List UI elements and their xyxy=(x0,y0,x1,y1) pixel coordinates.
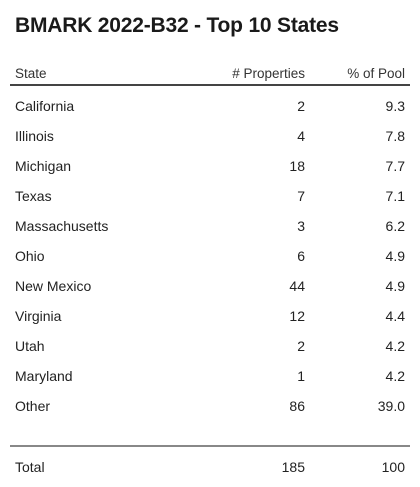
total-divider xyxy=(10,445,410,447)
cell-properties: 86 xyxy=(289,398,305,414)
cell-properties: 3 xyxy=(297,218,305,234)
cell-state: Illinois xyxy=(15,128,54,144)
table-row: Texas 7 7.1 xyxy=(10,181,410,211)
cell-state: New Mexico xyxy=(15,278,92,294)
cell-state: Other xyxy=(15,398,51,414)
table-row: Illinois 4 7.8 xyxy=(10,121,410,151)
cell-pool: 7.1 xyxy=(385,188,405,204)
cell-pool: 7.7 xyxy=(385,158,405,174)
table-row: Maryland 1 4.2 xyxy=(10,361,410,391)
table-row: Ohio 6 4.9 xyxy=(10,241,410,271)
cell-properties: 7 xyxy=(297,188,305,204)
table-body: California 2 9.3 Illinois 4 7.8 Michigan… xyxy=(10,91,410,421)
cell-properties: 4 xyxy=(297,128,305,144)
table-row: Utah 2 4.2 xyxy=(10,331,410,361)
table-row: Virginia 12 4.4 xyxy=(10,301,410,331)
cell-state: Ohio xyxy=(15,248,45,264)
cell-state: Michigan xyxy=(15,158,72,174)
cell-pool: 4.2 xyxy=(385,368,405,384)
cell-state: California xyxy=(15,98,75,114)
table-header: State # Properties % of Pool xyxy=(10,66,410,84)
cell-pool: 4.2 xyxy=(385,338,405,354)
header-pool: % of Pool xyxy=(347,66,405,81)
cell-properties: 2 xyxy=(297,338,305,354)
header-properties: # Properties xyxy=(232,66,305,81)
total-row: Total 185 100 xyxy=(10,452,410,482)
cell-pool: 39.0 xyxy=(377,398,405,414)
cell-properties: 1 xyxy=(297,368,305,384)
cell-state: Virginia xyxy=(15,308,62,324)
page-title: BMARK 2022-B32 - Top 10 States xyxy=(15,14,339,37)
cell-pool: 7.8 xyxy=(385,128,405,144)
cell-state: Maryland xyxy=(15,368,73,384)
cell-pool: 9.3 xyxy=(385,98,405,114)
total-properties: 185 xyxy=(281,459,305,475)
cell-properties: 6 xyxy=(297,248,305,264)
cell-pool: 4.4 xyxy=(385,308,405,324)
table-row: Other 86 39.0 xyxy=(10,391,410,421)
total-label: Total xyxy=(15,459,45,475)
cell-pool: 4.9 xyxy=(385,248,405,264)
cell-pool: 4.9 xyxy=(385,278,405,294)
table-row: Massachusetts 3 6.2 xyxy=(10,211,410,241)
cell-state: Utah xyxy=(15,338,45,354)
cell-properties: 18 xyxy=(289,158,305,174)
table-row: New Mexico 44 4.9 xyxy=(10,271,410,301)
cell-properties: 12 xyxy=(289,308,305,324)
cell-properties: 2 xyxy=(297,98,305,114)
cell-pool: 6.2 xyxy=(385,218,405,234)
cell-state: Massachusetts xyxy=(15,218,109,234)
cell-state: Texas xyxy=(15,188,52,204)
total-pool: 100 xyxy=(381,459,405,475)
header-state: State xyxy=(15,66,47,81)
header-divider xyxy=(10,84,410,86)
cell-properties: 44 xyxy=(289,278,305,294)
table-row: California 2 9.3 xyxy=(10,91,410,121)
table-row: Michigan 18 7.7 xyxy=(10,151,410,181)
